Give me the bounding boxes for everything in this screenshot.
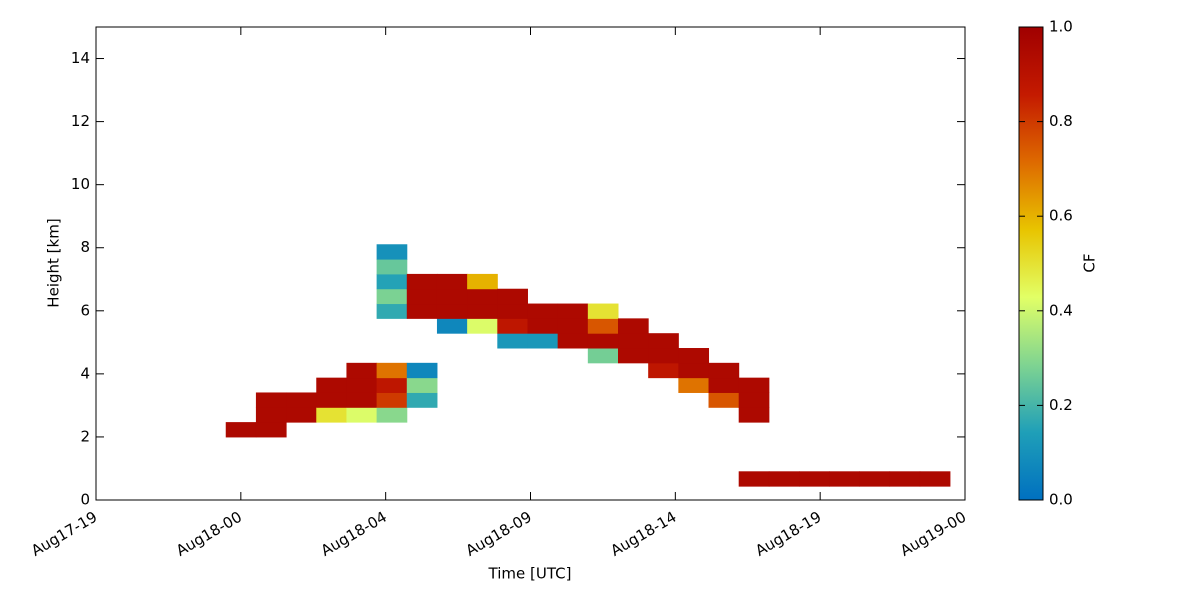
heatmap-cell [316, 392, 347, 408]
heatmap-cell [678, 377, 710, 393]
heatmap-cell [587, 303, 619, 319]
heatmap-cell [497, 318, 528, 334]
colorbar-tick-label: 0.4 [1049, 301, 1073, 319]
colorbar-tick-label: 0.8 [1049, 112, 1073, 130]
heatmap-cell [557, 318, 589, 334]
y-tick-label: 2 [80, 427, 90, 445]
y-tick-label: 8 [80, 238, 90, 256]
heatmap-cell [436, 303, 468, 319]
heatmap-cell [678, 362, 710, 379]
heatmap-cell [648, 348, 679, 364]
heatmap-cell [648, 362, 679, 379]
y-tick-label: 14 [71, 49, 90, 67]
heatmap-cell [376, 244, 408, 260]
heatmap-cell [406, 377, 438, 393]
heatmap-cell [859, 471, 891, 487]
y-tick-label: 6 [80, 301, 90, 319]
heatmap-cell [648, 333, 679, 349]
x-tick-label: Aug18-09 [463, 508, 535, 560]
heatmap-cell [346, 362, 378, 379]
x-tick-label: Aug18-19 [752, 508, 824, 560]
heatmap-cell [497, 303, 528, 319]
heatmap-cell [406, 392, 438, 408]
x-tick-label: Aug17-19 [28, 508, 100, 560]
heatmap-cell [557, 303, 589, 319]
colorbar-tick-label: 0.0 [1049, 491, 1073, 509]
heatmap-cell [497, 288, 528, 305]
y-tick-label: 12 [71, 112, 90, 130]
heatmap-cell [738, 471, 770, 487]
heatmap-cell [708, 392, 740, 408]
heatmap-cell [436, 288, 468, 305]
heatmap-cell [376, 377, 408, 393]
colorbar-label: CF [1081, 253, 1099, 272]
colorbar [1018, 26, 1044, 501]
heatmap-cell [799, 471, 830, 487]
x-tick-label: Aug19-00 [897, 508, 969, 560]
colorbar-tick-label: 0.2 [1049, 396, 1073, 414]
heatmap-cell [919, 471, 951, 487]
heatmap-cell [225, 422, 257, 438]
heatmap-cell [376, 259, 408, 275]
heatmap-cell [376, 362, 408, 379]
heatmap-cell [527, 303, 559, 319]
heatmap-cell [618, 333, 649, 349]
heatmap-cell [708, 362, 740, 379]
heatmap-cell [678, 348, 710, 364]
heatmap-cell [527, 333, 559, 349]
y-axis-label: Height [km] [45, 218, 63, 307]
heatmap-cell [587, 348, 619, 364]
heatmap-cell [376, 288, 408, 305]
heatmap-cell [346, 392, 378, 408]
heatmap-cell [255, 407, 287, 423]
x-tick-label: Aug18-14 [607, 508, 679, 560]
heatmap-cell [255, 422, 287, 438]
heatmap-cell [376, 303, 408, 319]
x-axis-label: Time [UTC] [488, 565, 572, 583]
heatmap-cell [527, 318, 559, 334]
heatmap-cell [376, 273, 408, 290]
heatmap-cell [738, 392, 770, 408]
heatmap-cell [889, 471, 921, 487]
heatmap-cell [557, 333, 589, 349]
heatmap-cell [376, 392, 408, 408]
heatmap-cell [316, 377, 347, 393]
heatmap-cell [406, 273, 438, 290]
y-tick-label: 10 [71, 175, 90, 193]
heatmap-cell [286, 392, 317, 408]
heatmap-cell [316, 407, 347, 423]
heatmap-cell [738, 407, 770, 423]
heatmap-cell [467, 288, 498, 305]
heatmap-cell [376, 407, 408, 423]
heatmap-cell [467, 303, 498, 319]
x-tick-label: Aug18-00 [173, 508, 245, 560]
heatmap-cell [436, 273, 468, 290]
colorbar-tick-label: 0.6 [1049, 207, 1073, 225]
heatmap-cell [587, 318, 619, 334]
heatmap-cell [406, 288, 438, 305]
heatmap-cell [286, 407, 317, 423]
heatmap-cell [618, 348, 649, 364]
heatmap-cell [436, 318, 468, 334]
y-tick-label: 0 [80, 491, 90, 509]
heatmap-cell [708, 377, 740, 393]
heatmap-cell [738, 377, 770, 393]
heatmap-cell [346, 377, 378, 393]
heatmap-cell [497, 333, 528, 349]
heatmap-cell [467, 318, 498, 334]
heatmap-cell [406, 303, 438, 319]
heatmap-cell [829, 471, 860, 487]
heatmap-cell [587, 333, 619, 349]
heatmap-cell [467, 273, 498, 290]
heatmap-cell [406, 362, 438, 379]
heatmap-cell [255, 392, 287, 408]
colorbar-tick-label: 1.0 [1049, 18, 1073, 36]
heatmap-cell [346, 407, 378, 423]
heatmap-cell [768, 471, 800, 487]
x-tick-label: Aug18-04 [318, 508, 390, 560]
heatmap-cell [618, 318, 649, 334]
y-tick-label: 4 [80, 364, 90, 382]
